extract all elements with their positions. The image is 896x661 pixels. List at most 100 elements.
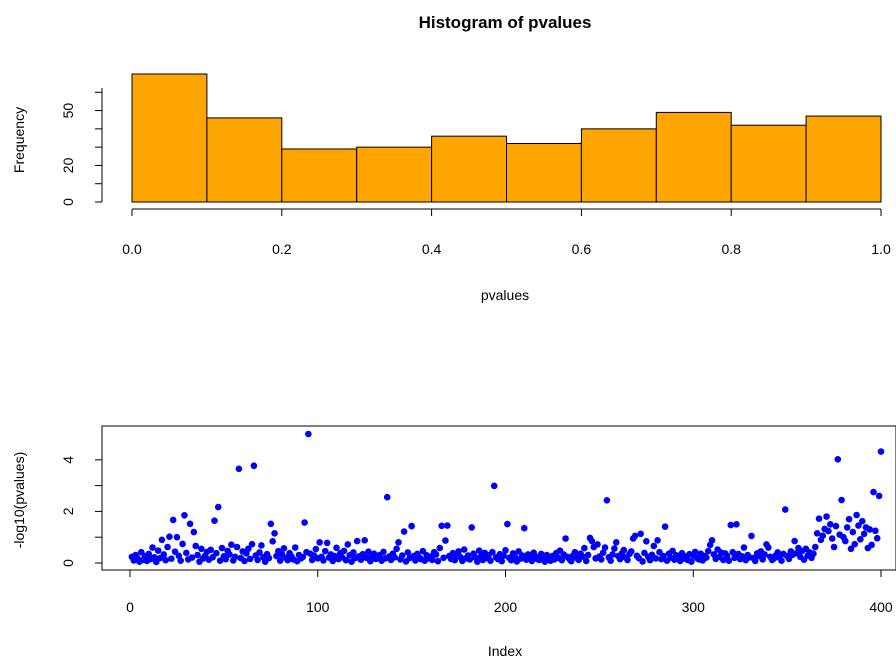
scatter-point xyxy=(579,553,586,560)
scatter-point xyxy=(654,536,661,544)
scatter-point xyxy=(168,555,175,562)
scatter-point xyxy=(353,537,361,545)
scatter-point xyxy=(842,537,849,545)
scatter-point xyxy=(436,544,444,552)
scatter-point xyxy=(455,548,462,555)
histogram-x-ticks: 0.0 0.2 0.4 0.6 0.8 1.0 xyxy=(122,209,891,257)
scatter-point xyxy=(631,532,639,540)
scatter-point xyxy=(194,551,201,559)
scatter-x-tick-label: 200 xyxy=(494,599,518,615)
scatter-point xyxy=(612,539,620,546)
scatter-point xyxy=(504,520,511,528)
scatter-point xyxy=(851,540,859,548)
histogram-bars xyxy=(131,73,882,203)
scatter-point xyxy=(408,522,415,530)
histogram-bar xyxy=(805,115,882,203)
scatter-point xyxy=(853,511,860,519)
scatter-x-tick-label: 400 xyxy=(869,599,893,615)
scatter-point xyxy=(838,496,845,504)
scatter-point xyxy=(659,552,667,560)
scatter-point xyxy=(843,524,851,531)
scatter-point xyxy=(609,551,616,558)
scatter-point xyxy=(321,547,329,555)
scatter-point xyxy=(188,554,196,561)
scatter-point xyxy=(502,547,509,554)
scatter-point xyxy=(432,551,440,558)
scatter-point xyxy=(661,523,669,530)
scatter-point xyxy=(857,535,864,543)
histogram-bar xyxy=(131,73,208,203)
scatter-point xyxy=(181,511,188,519)
scatter-point xyxy=(500,552,507,560)
histogram-x-label: pvalues xyxy=(481,287,529,303)
scatter-point xyxy=(391,554,399,561)
scatter-point xyxy=(216,557,224,564)
scatter-point xyxy=(490,482,498,490)
scatter-plot-box xyxy=(101,425,896,571)
scatter-point xyxy=(218,544,226,552)
scatter-point xyxy=(145,550,153,558)
scatter-point xyxy=(207,546,215,554)
scatter-point xyxy=(211,517,218,524)
scatter-point xyxy=(265,554,273,562)
scatter-point xyxy=(810,550,817,558)
histogram-y-ticks: 0 20 50 xyxy=(60,91,102,206)
scatter-point xyxy=(398,552,406,559)
scatter-point xyxy=(765,544,772,551)
scatter-point xyxy=(487,557,494,564)
scatter-point xyxy=(725,557,733,564)
scatter-point xyxy=(584,551,592,559)
scatter-point xyxy=(474,558,481,566)
scatter-point xyxy=(393,545,400,553)
scatter-point xyxy=(811,543,819,551)
scatter-point xyxy=(873,534,881,542)
histogram-x-tick-label: 0.0 xyxy=(122,241,142,257)
histogram-x-tick-label: 0.6 xyxy=(572,241,592,257)
scatter-y-tick-label: 0 xyxy=(60,559,76,567)
scatter-point xyxy=(849,528,857,536)
scatter-point xyxy=(213,549,220,557)
scatter-point xyxy=(443,522,451,529)
scatter-x-tick-label: 100 xyxy=(306,599,330,615)
scatter-point xyxy=(451,556,459,564)
scatter-point xyxy=(637,530,644,538)
scatter-point xyxy=(823,513,830,520)
scatter-point xyxy=(774,549,782,556)
scatter-point xyxy=(166,533,173,540)
scatter-point xyxy=(246,555,254,563)
scatter-point xyxy=(740,544,748,551)
scatter-point xyxy=(183,549,190,557)
scatter-point xyxy=(620,546,628,554)
scatter-point xyxy=(380,548,387,556)
scatter-y-tick-label: 4 xyxy=(60,456,76,464)
scatter-point xyxy=(162,556,169,564)
scatter-point xyxy=(186,520,194,528)
scatter-point xyxy=(316,539,323,546)
scatter-point xyxy=(192,542,200,550)
scatter-point xyxy=(164,543,171,551)
scatter-point xyxy=(558,556,566,564)
histogram-x-tick-label: 0.2 xyxy=(272,241,292,257)
scatter-point xyxy=(877,448,885,455)
histogram-bar xyxy=(281,148,358,203)
scatter-y-ticks: 0 2 4 xyxy=(60,456,102,567)
scatter-point xyxy=(847,545,855,553)
scatter-y-label: -log10(pvalues) xyxy=(11,452,27,549)
scatter-point xyxy=(198,545,205,553)
scatter-point xyxy=(466,556,474,563)
scatter-point xyxy=(344,541,352,548)
scatter-point xyxy=(276,557,284,564)
scatter-point xyxy=(688,558,695,566)
scatter-point xyxy=(872,527,879,535)
scatter-point xyxy=(258,542,265,549)
scatter-point xyxy=(460,546,468,553)
histogram-y-label: Frequency xyxy=(11,107,27,173)
scatter-point xyxy=(222,555,230,563)
scatter-point xyxy=(440,554,447,562)
scatter-point xyxy=(582,557,590,565)
scatter-point xyxy=(639,558,646,565)
scatter-point xyxy=(361,536,368,544)
scatter-point xyxy=(241,557,248,565)
scatter-point xyxy=(312,545,320,553)
scatter-point xyxy=(160,551,168,558)
